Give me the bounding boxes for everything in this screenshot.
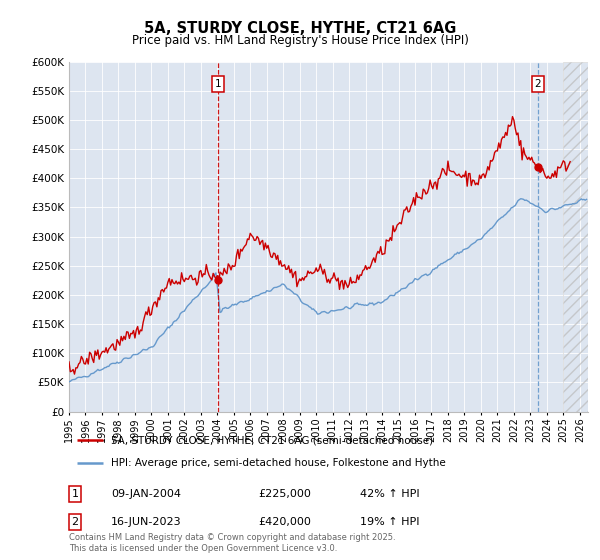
Text: £225,000: £225,000	[258, 489, 311, 499]
Text: 2: 2	[71, 517, 79, 527]
Text: 16-JUN-2023: 16-JUN-2023	[111, 517, 182, 527]
Text: Price paid vs. HM Land Registry's House Price Index (HPI): Price paid vs. HM Land Registry's House …	[131, 34, 469, 46]
Text: 1: 1	[71, 489, 79, 499]
Text: 1: 1	[214, 80, 221, 90]
Text: £420,000: £420,000	[258, 517, 311, 527]
Text: 2: 2	[535, 80, 541, 90]
Text: HPI: Average price, semi-detached house, Folkestone and Hythe: HPI: Average price, semi-detached house,…	[110, 458, 445, 468]
Text: 09-JAN-2004: 09-JAN-2004	[111, 489, 181, 499]
Text: 19% ↑ HPI: 19% ↑ HPI	[360, 517, 419, 527]
Text: Contains HM Land Registry data © Crown copyright and database right 2025.
This d: Contains HM Land Registry data © Crown c…	[69, 533, 395, 553]
Text: 5A, STURDY CLOSE, HYTHE, CT21 6AG: 5A, STURDY CLOSE, HYTHE, CT21 6AG	[144, 21, 456, 36]
Text: 42% ↑ HPI: 42% ↑ HPI	[360, 489, 419, 499]
Text: 5A, STURDY CLOSE, HYTHE, CT21 6AG (semi-detached house): 5A, STURDY CLOSE, HYTHE, CT21 6AG (semi-…	[110, 436, 433, 446]
